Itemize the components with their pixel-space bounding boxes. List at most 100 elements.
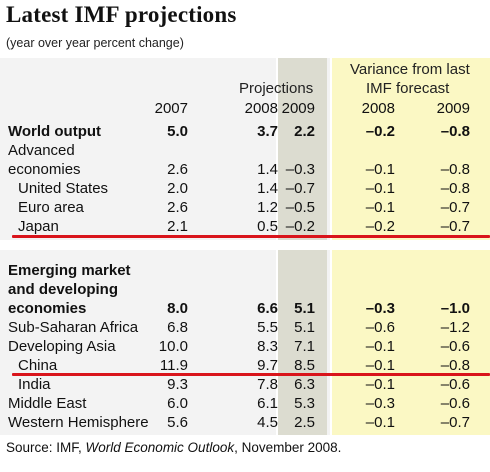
row-label: China (18, 357, 58, 374)
value-2007: 2.1 (167, 218, 188, 235)
projections-table: Projections Variance from last IMF forec… (0, 58, 490, 435)
variance-2008: –0.1 (365, 161, 395, 178)
variance-2008: –0.1 (365, 199, 395, 216)
variance-header-line1: Variance from last (350, 61, 470, 78)
row-label: and developing (8, 281, 119, 298)
source-note: Source: IMF, World Economic Outlook, Nov… (6, 440, 341, 455)
variance-year-2008: 2008 (361, 100, 395, 117)
table-row: China 11.9 9.7 8.5 –0.1 –0.8 (0, 356, 490, 376)
table-row: Advanced (0, 141, 490, 161)
value-2007: 2.0 (167, 180, 188, 197)
value-2009: 5.1 (294, 319, 315, 336)
value-2008: 4.5 (257, 414, 278, 431)
variance-2009: –0.7 (440, 414, 470, 431)
value-2008: 9.7 (257, 357, 278, 374)
table-row: India 9.3 7.8 6.3 –0.1 –0.6 (0, 375, 490, 395)
row-label: United States (18, 180, 109, 197)
variance-2008: –0.3 (365, 395, 395, 412)
row-label: Japan (18, 218, 59, 235)
value-2007: 9.3 (167, 376, 188, 393)
source-prefix: Source: IMF, (6, 440, 86, 455)
table-row: Developing Asia 10.0 8.3 7.1 –0.1 –0.6 (0, 337, 490, 357)
value-2009: –0.2 (285, 218, 315, 235)
table-row: Emerging market (0, 261, 490, 281)
page-title: Latest IMF projections (6, 2, 237, 27)
row-label: economies (8, 300, 87, 317)
value-2008: 6.1 (257, 395, 278, 412)
variance-2008: –0.6 (365, 319, 395, 336)
value-2007: 2.6 (167, 161, 188, 178)
value-2009: 5.3 (294, 395, 315, 412)
value-2007: 2.6 (167, 199, 188, 216)
value-2009: –0.5 (285, 199, 315, 216)
value-2008: 3.7 (257, 123, 278, 140)
table-row: World output 5.0 3.7 2.2 –0.2 –0.8 (0, 122, 490, 142)
row-label: Western Hemisphere (8, 414, 149, 431)
year-2009: 2009 (281, 100, 315, 117)
table-row: Middle East 6.0 6.1 5.3 –0.3 –0.6 (0, 394, 490, 414)
value-2009: 2.5 (294, 414, 315, 431)
projections-header: Projections (239, 80, 314, 97)
value-2008: 1.4 (257, 161, 278, 178)
value-2009: 2.2 (294, 123, 315, 140)
red-underline-china (12, 373, 490, 376)
row-label: Advanced (8, 142, 75, 159)
variance-2008: –0.2 (365, 218, 395, 235)
variance-2009: –0.8 (440, 123, 470, 140)
value-2009: 5.1 (294, 300, 315, 317)
variance-2009: –0.8 (440, 180, 470, 197)
year-2007: 2007 (154, 100, 188, 117)
row-label: Emerging market (8, 262, 131, 279)
variance-2008: –0.2 (365, 123, 395, 140)
row-label: Sub-Saharan Africa (8, 319, 139, 336)
variance-2009: –0.6 (440, 338, 470, 355)
table-row: Euro area 2.6 1.2 –0.5 –0.1 –0.7 (0, 198, 490, 218)
variance-2009: –0.8 (440, 357, 470, 374)
year-2008: 2008 (244, 100, 278, 117)
variance-2009: –0.7 (440, 218, 470, 235)
year-header-row: 2007 2008 2009 2008 2009 (0, 99, 490, 119)
value-2009: 8.5 (294, 357, 315, 374)
variance-2008: –0.1 (365, 376, 395, 393)
row-label: Developing Asia (8, 338, 116, 355)
value-2007: 5.0 (167, 123, 188, 140)
row-label: India (18, 376, 51, 393)
variance-2009: –0.6 (440, 395, 470, 412)
source-publication: World Economic Outlook (85, 440, 235, 455)
value-2007: 11.9 (159, 357, 188, 374)
variance-2009: –0.8 (440, 161, 470, 178)
variance-2008: –0.3 (365, 300, 395, 317)
variance-2009: –1.0 (440, 300, 470, 317)
row-label: Euro area (18, 199, 84, 216)
section-gap (0, 240, 490, 250)
table-row: economies 8.0 6.6 5.1 –0.3 –1.0 (0, 299, 490, 319)
value-2008: 6.6 (257, 300, 278, 317)
variance-header-line2: IMF forecast (366, 80, 450, 97)
value-2009: –0.3 (285, 161, 315, 178)
variance-2008: –0.1 (365, 414, 395, 431)
table-row: United States 2.0 1.4 –0.7 –0.1 –0.8 (0, 179, 490, 199)
variance-year-2009: 2009 (436, 100, 470, 117)
table-row: Sub-Saharan Africa 6.8 5.5 5.1 –0.6 –1.2 (0, 318, 490, 338)
value-2007: 10.0 (158, 338, 188, 355)
variance-2008: –0.1 (365, 338, 395, 355)
value-2009: 6.3 (294, 376, 315, 393)
value-2008: 1.2 (257, 199, 278, 216)
value-2007: 8.0 (167, 300, 188, 317)
value-2007: 6.0 (167, 395, 188, 412)
table-row: Western Hemisphere 5.6 4.5 2.5 –0.1 –0.7 (0, 413, 490, 433)
table-row: Japan 2.1 0.5 –0.2 –0.2 –0.7 (0, 217, 490, 237)
subtitle: (year over year percent change) (6, 36, 184, 50)
value-2008: 7.8 (257, 376, 278, 393)
row-label: World output (8, 123, 102, 140)
row-label: Middle East (8, 395, 87, 412)
variance-2008: –0.1 (365, 180, 395, 197)
table-row: and developing (0, 280, 490, 300)
red-underline-japan (12, 235, 490, 238)
variance-2009: –1.2 (440, 319, 470, 336)
value-2009: –0.7 (285, 180, 315, 197)
value-2008: 1.4 (257, 180, 278, 197)
variance-2009: –0.7 (440, 199, 470, 216)
variance-2009: –0.6 (440, 376, 470, 393)
